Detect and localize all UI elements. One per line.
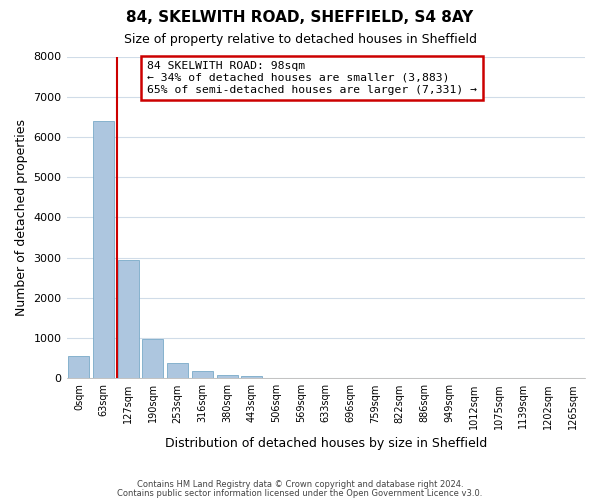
- Text: Contains public sector information licensed under the Open Government Licence v3: Contains public sector information licen…: [118, 489, 482, 498]
- Y-axis label: Number of detached properties: Number of detached properties: [15, 119, 28, 316]
- Text: 84, SKELWITH ROAD, SHEFFIELD, S4 8AY: 84, SKELWITH ROAD, SHEFFIELD, S4 8AY: [127, 10, 473, 25]
- Bar: [167, 363, 188, 378]
- X-axis label: Distribution of detached houses by size in Sheffield: Distribution of detached houses by size …: [164, 437, 487, 450]
- Bar: [118, 260, 139, 378]
- Bar: [241, 376, 262, 378]
- Bar: [93, 121, 114, 378]
- Text: Size of property relative to detached houses in Sheffield: Size of property relative to detached ho…: [124, 32, 476, 46]
- Bar: [217, 374, 238, 378]
- Bar: [142, 339, 163, 378]
- Bar: [192, 372, 213, 378]
- Bar: [68, 356, 89, 378]
- Text: Contains HM Land Registry data © Crown copyright and database right 2024.: Contains HM Land Registry data © Crown c…: [137, 480, 463, 489]
- Text: 84 SKELWITH ROAD: 98sqm
← 34% of detached houses are smaller (3,883)
65% of semi: 84 SKELWITH ROAD: 98sqm ← 34% of detache…: [147, 62, 477, 94]
